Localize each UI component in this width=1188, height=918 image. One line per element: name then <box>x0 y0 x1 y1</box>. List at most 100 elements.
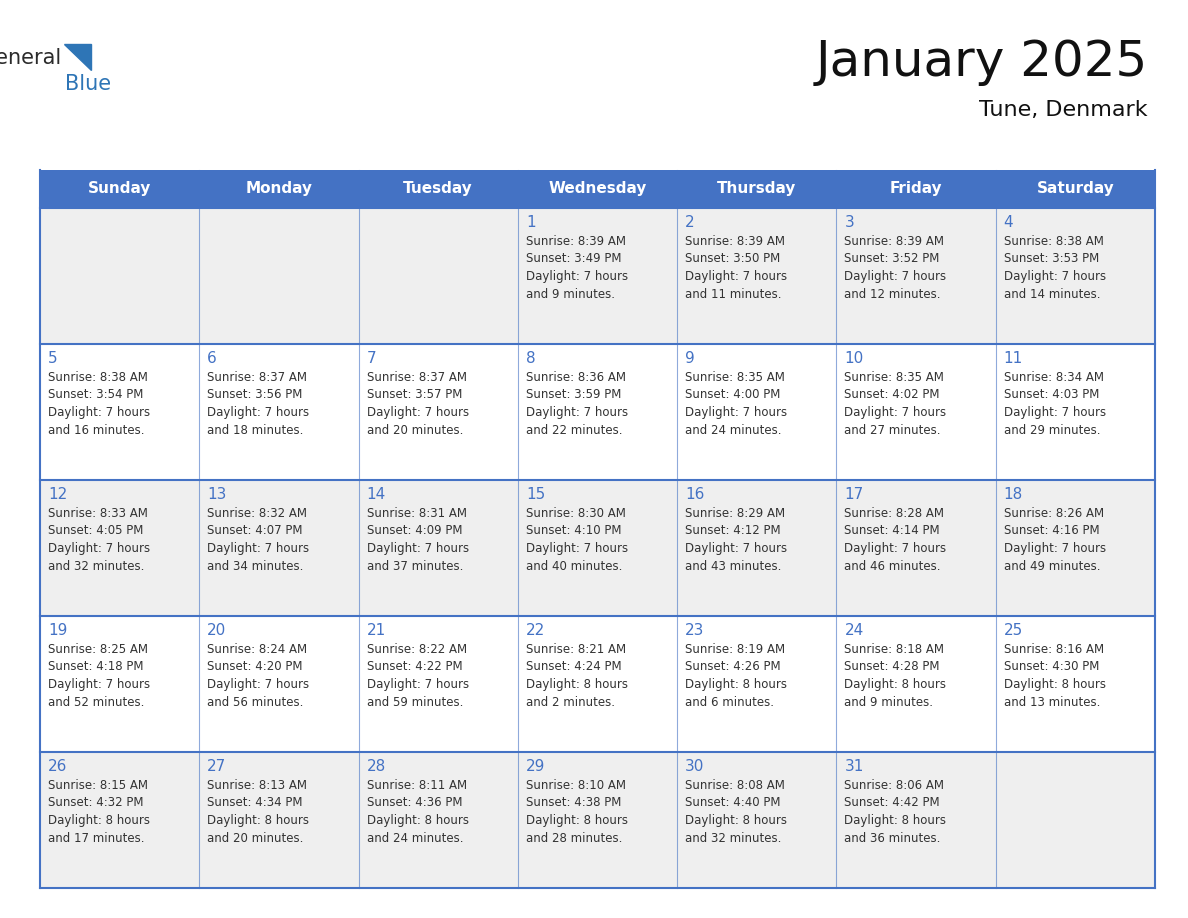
Bar <box>40 480 1155 616</box>
Text: 23: 23 <box>685 623 704 638</box>
Text: Daylight: 7 hours: Daylight: 7 hours <box>207 678 309 691</box>
Text: and 40 minutes.: and 40 minutes. <box>526 559 623 573</box>
Text: 19: 19 <box>48 623 68 638</box>
Text: and 37 minutes.: and 37 minutes. <box>367 559 463 573</box>
Text: Sunset: 4:09 PM: Sunset: 4:09 PM <box>367 524 462 538</box>
Text: 29: 29 <box>526 759 545 774</box>
Text: 21: 21 <box>367 623 386 638</box>
Text: Sunrise: 8:10 AM: Sunrise: 8:10 AM <box>526 779 626 792</box>
Text: Daylight: 8 hours: Daylight: 8 hours <box>845 814 947 827</box>
Bar <box>40 208 1155 344</box>
Text: and 52 minutes.: and 52 minutes. <box>48 696 145 709</box>
Text: Sunrise: 8:22 AM: Sunrise: 8:22 AM <box>367 643 467 656</box>
Text: and 9 minutes.: and 9 minutes. <box>845 696 934 709</box>
Text: and 11 minutes.: and 11 minutes. <box>685 287 782 300</box>
Text: Daylight: 7 hours: Daylight: 7 hours <box>48 678 150 691</box>
Text: Sunrise: 8:11 AM: Sunrise: 8:11 AM <box>367 779 467 792</box>
Polygon shape <box>64 44 91 70</box>
Text: Sunset: 4:03 PM: Sunset: 4:03 PM <box>1004 388 1099 401</box>
Text: Sunset: 4:40 PM: Sunset: 4:40 PM <box>685 797 781 810</box>
Text: Sunrise: 8:34 AM: Sunrise: 8:34 AM <box>1004 371 1104 384</box>
Text: and 2 minutes.: and 2 minutes. <box>526 696 615 709</box>
Text: Sunset: 4:28 PM: Sunset: 4:28 PM <box>845 660 940 674</box>
Text: and 16 minutes.: and 16 minutes. <box>48 423 145 436</box>
Text: Sunrise: 8:39 AM: Sunrise: 8:39 AM <box>845 235 944 248</box>
Text: Daylight: 8 hours: Daylight: 8 hours <box>685 678 788 691</box>
Text: Daylight: 7 hours: Daylight: 7 hours <box>367 542 469 555</box>
Text: 15: 15 <box>526 487 545 502</box>
Text: Sunrise: 8:39 AM: Sunrise: 8:39 AM <box>526 235 626 248</box>
Text: Daylight: 7 hours: Daylight: 7 hours <box>207 406 309 419</box>
Text: Sunrise: 8:33 AM: Sunrise: 8:33 AM <box>48 507 147 520</box>
Text: Sunset: 4:12 PM: Sunset: 4:12 PM <box>685 524 781 538</box>
Text: January 2025: January 2025 <box>816 38 1148 86</box>
Text: Sunset: 4:10 PM: Sunset: 4:10 PM <box>526 524 621 538</box>
Text: Friday: Friday <box>890 182 942 196</box>
Text: Monday: Monday <box>246 182 312 196</box>
Text: Daylight: 7 hours: Daylight: 7 hours <box>685 270 788 283</box>
Text: 22: 22 <box>526 623 545 638</box>
Text: Sunrise: 8:19 AM: Sunrise: 8:19 AM <box>685 643 785 656</box>
Text: and 32 minutes.: and 32 minutes. <box>685 832 782 845</box>
Text: Sunrise: 8:21 AM: Sunrise: 8:21 AM <box>526 643 626 656</box>
Text: and 20 minutes.: and 20 minutes. <box>207 832 304 845</box>
Text: Sunrise: 8:15 AM: Sunrise: 8:15 AM <box>48 779 148 792</box>
Text: 1: 1 <box>526 215 536 230</box>
Text: Sunrise: 8:16 AM: Sunrise: 8:16 AM <box>1004 643 1104 656</box>
Text: Daylight: 7 hours: Daylight: 7 hours <box>367 406 469 419</box>
Text: 27: 27 <box>207 759 227 774</box>
Text: 5: 5 <box>48 351 58 366</box>
Text: Daylight: 7 hours: Daylight: 7 hours <box>1004 542 1106 555</box>
Text: and 29 minutes.: and 29 minutes. <box>1004 423 1100 436</box>
Text: Daylight: 7 hours: Daylight: 7 hours <box>845 406 947 419</box>
Text: 7: 7 <box>367 351 377 366</box>
Text: and 18 minutes.: and 18 minutes. <box>207 423 304 436</box>
Text: Sunset: 3:52 PM: Sunset: 3:52 PM <box>845 252 940 265</box>
Text: Daylight: 7 hours: Daylight: 7 hours <box>685 542 788 555</box>
Text: Sunday: Sunday <box>88 182 151 196</box>
Text: Daylight: 7 hours: Daylight: 7 hours <box>845 542 947 555</box>
Text: Sunset: 4:24 PM: Sunset: 4:24 PM <box>526 660 621 674</box>
Text: Daylight: 7 hours: Daylight: 7 hours <box>526 406 628 419</box>
Text: Daylight: 8 hours: Daylight: 8 hours <box>845 678 947 691</box>
Text: Sunset: 4:32 PM: Sunset: 4:32 PM <box>48 797 144 810</box>
Text: 16: 16 <box>685 487 704 502</box>
Text: Sunset: 4:14 PM: Sunset: 4:14 PM <box>845 524 940 538</box>
Text: Sunset: 3:57 PM: Sunset: 3:57 PM <box>367 388 462 401</box>
Text: Saturday: Saturday <box>1036 182 1114 196</box>
Text: 17: 17 <box>845 487 864 502</box>
Text: 11: 11 <box>1004 351 1023 366</box>
Text: 26: 26 <box>48 759 68 774</box>
Text: Sunrise: 8:39 AM: Sunrise: 8:39 AM <box>685 235 785 248</box>
Text: Sunset: 4:38 PM: Sunset: 4:38 PM <box>526 797 621 810</box>
Text: and 56 minutes.: and 56 minutes. <box>207 696 304 709</box>
Text: Sunset: 4:00 PM: Sunset: 4:00 PM <box>685 388 781 401</box>
Text: Daylight: 7 hours: Daylight: 7 hours <box>1004 406 1106 419</box>
Text: Sunset: 4:20 PM: Sunset: 4:20 PM <box>207 660 303 674</box>
Text: and 24 minutes.: and 24 minutes. <box>367 832 463 845</box>
Text: Daylight: 8 hours: Daylight: 8 hours <box>207 814 309 827</box>
Text: Sunset: 4:22 PM: Sunset: 4:22 PM <box>367 660 462 674</box>
Text: General: General <box>0 48 62 68</box>
Text: Sunrise: 8:28 AM: Sunrise: 8:28 AM <box>845 507 944 520</box>
Text: 28: 28 <box>367 759 386 774</box>
Text: Sunrise: 8:36 AM: Sunrise: 8:36 AM <box>526 371 626 384</box>
Text: Daylight: 7 hours: Daylight: 7 hours <box>1004 270 1106 283</box>
Text: Sunrise: 8:37 AM: Sunrise: 8:37 AM <box>207 371 308 384</box>
Text: Sunset: 4:16 PM: Sunset: 4:16 PM <box>1004 524 1099 538</box>
Text: Daylight: 7 hours: Daylight: 7 hours <box>685 406 788 419</box>
Text: Sunset: 4:34 PM: Sunset: 4:34 PM <box>207 797 303 810</box>
Text: 25: 25 <box>1004 623 1023 638</box>
Text: Sunrise: 8:13 AM: Sunrise: 8:13 AM <box>207 779 308 792</box>
Text: Sunrise: 8:25 AM: Sunrise: 8:25 AM <box>48 643 148 656</box>
Text: 8: 8 <box>526 351 536 366</box>
Text: Sunset: 3:49 PM: Sunset: 3:49 PM <box>526 252 621 265</box>
Bar <box>40 344 1155 480</box>
Text: Daylight: 7 hours: Daylight: 7 hours <box>48 406 150 419</box>
Text: 9: 9 <box>685 351 695 366</box>
Text: Sunrise: 8:38 AM: Sunrise: 8:38 AM <box>48 371 147 384</box>
Text: Sunset: 4:30 PM: Sunset: 4:30 PM <box>1004 660 1099 674</box>
Bar <box>40 170 1155 208</box>
Text: Sunset: 4:07 PM: Sunset: 4:07 PM <box>207 524 303 538</box>
Text: Daylight: 7 hours: Daylight: 7 hours <box>845 270 947 283</box>
